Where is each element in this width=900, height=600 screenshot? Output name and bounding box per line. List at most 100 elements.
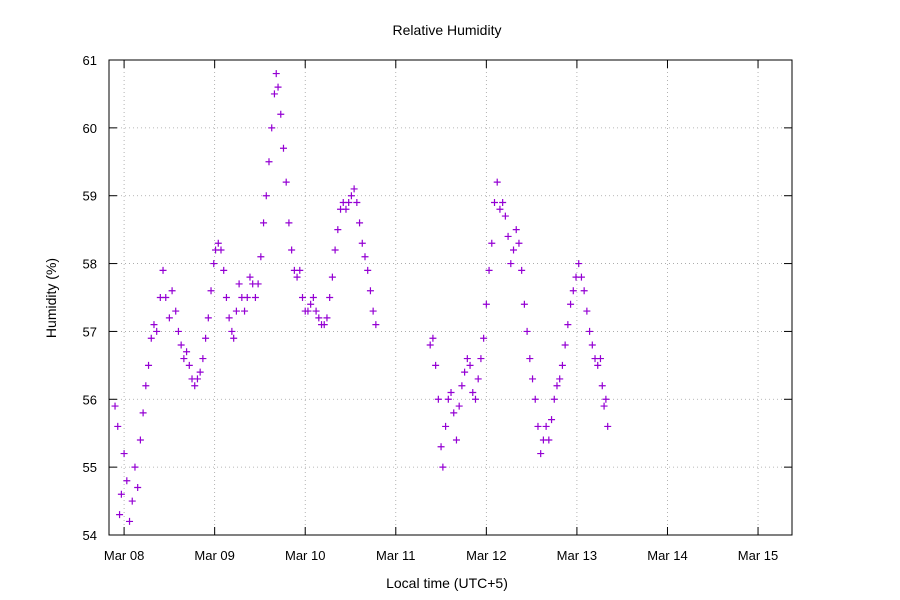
data-point [207,287,215,295]
y-tick-label: 58 [83,257,97,272]
data-point [315,314,323,322]
data-point [586,327,594,335]
data-point [260,219,268,227]
data-point [369,307,377,315]
data-point [361,253,369,261]
data-point [558,361,566,369]
data-point [174,327,182,335]
data-point [128,497,136,505]
data-point [466,361,474,369]
data-point [444,395,452,403]
data-point [575,260,583,268]
data-point [334,226,342,234]
data-point [437,443,445,451]
data-point [518,266,526,274]
data-point [598,382,606,390]
data-point [328,273,336,281]
data-point [439,463,447,471]
data-point [345,199,353,206]
data-point [537,450,545,458]
data-point [553,382,561,390]
data-point [353,199,361,206]
data-point [548,416,556,424]
data-point [450,409,458,417]
data-point [282,178,290,186]
data-point [480,334,488,342]
data-point [304,307,312,315]
data-point [347,192,355,200]
y-tick-label: 59 [83,189,97,204]
x-tick-label: Mar 10 [285,548,325,563]
data-point [529,375,537,383]
data-point [455,402,463,410]
data-point [602,395,610,403]
data-point [232,307,240,315]
data-point [350,185,358,193]
axis-ticks [109,59,792,536]
data-point [139,409,147,417]
data-point [272,70,280,78]
x-tick-label: Mar 08 [104,548,144,563]
data-point [265,158,273,166]
data-point [447,389,455,396]
data-point [222,294,230,301]
data-point [262,192,270,200]
data-point [477,355,485,363]
data-point [596,355,604,363]
x-tick-label: Mar 15 [738,548,778,563]
data-point [526,355,534,363]
data-point [488,239,496,247]
data-point [165,314,173,322]
data-point [254,280,262,288]
data-point [326,294,334,301]
data-point [183,348,191,356]
data-point [214,239,222,247]
data-point [228,327,236,335]
data-point [235,280,243,288]
data-point [307,300,315,308]
data-point [604,422,612,430]
data-point [520,300,528,308]
data-point [251,294,259,301]
y-tick-label: 55 [83,460,97,475]
data-point [309,294,317,301]
chart-title: Relative Humidity [393,22,502,38]
data-point [501,212,509,220]
data-point [126,517,134,525]
data-point [564,321,572,329]
data-point [204,314,212,322]
data-point [561,341,569,349]
data-point [193,375,201,383]
data-points [111,70,612,525]
data-point [588,341,596,349]
data-point [123,477,131,485]
data-point [199,355,207,363]
data-point [434,395,442,403]
data-point [432,361,440,369]
data-point [512,226,520,234]
data-point [515,239,523,247]
data-point [159,266,167,274]
data-point [270,90,278,98]
data-point [545,436,553,444]
x-tick-label: Mar 14 [647,548,687,563]
data-point [150,321,158,329]
data-point [474,375,482,383]
data-point [288,246,296,254]
data-point [358,239,366,247]
data-point [134,484,142,491]
data-point [225,314,233,322]
data-point [120,450,128,458]
data-point [191,382,199,390]
x-tick-label: Mar 11 [376,548,416,563]
data-point [531,395,539,403]
data-point [493,178,501,186]
data-point [285,219,293,227]
plot-frame [108,59,793,536]
data-point [177,341,185,349]
data-point [550,395,558,403]
data-point [147,334,155,342]
data-point [153,327,161,335]
data-point [257,253,265,261]
data-point [569,287,577,295]
